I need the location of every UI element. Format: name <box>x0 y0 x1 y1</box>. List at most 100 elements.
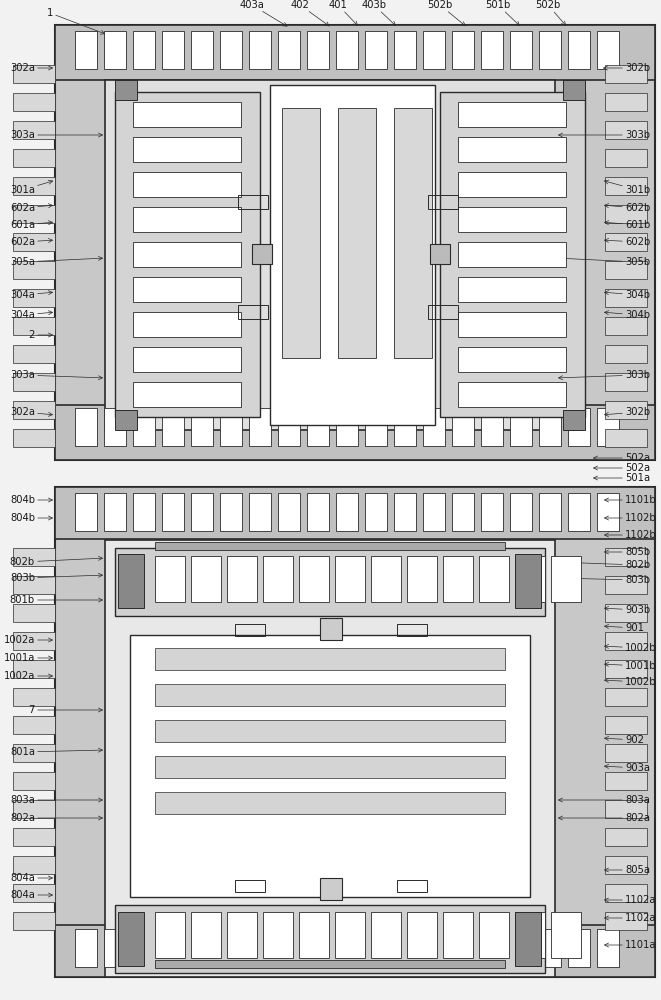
Bar <box>249 31 271 69</box>
Bar <box>320 618 342 640</box>
Bar <box>605 576 647 594</box>
Text: 804b: 804b <box>10 513 52 523</box>
Bar <box>133 137 241 162</box>
Text: 304b: 304b <box>605 310 650 320</box>
Text: 304b: 304b <box>605 290 650 300</box>
Bar <box>220 31 242 69</box>
Bar <box>133 242 241 267</box>
Bar <box>238 195 268 209</box>
Bar <box>605 660 647 678</box>
Bar <box>115 410 137 430</box>
Text: 303a: 303a <box>10 370 102 380</box>
Bar <box>133 347 241 372</box>
Text: 304a: 304a <box>10 310 52 320</box>
Bar <box>278 493 300 531</box>
Bar <box>105 80 555 430</box>
Bar <box>115 80 137 100</box>
Bar <box>336 493 358 531</box>
Bar <box>307 408 329 446</box>
Bar <box>515 554 541 608</box>
Bar <box>104 408 126 446</box>
Bar <box>452 929 474 967</box>
Text: 903b: 903b <box>605 605 650 615</box>
Text: 502a: 502a <box>594 463 650 473</box>
Bar <box>155 756 505 778</box>
Bar <box>307 31 329 69</box>
Text: 301a: 301a <box>10 180 53 195</box>
Text: 305b: 305b <box>559 256 650 267</box>
Bar <box>458 207 566 232</box>
Bar <box>397 624 427 636</box>
Text: 502b: 502b <box>535 0 566 25</box>
Bar <box>336 31 358 69</box>
Text: 302a: 302a <box>10 407 52 417</box>
Bar <box>510 493 532 531</box>
Text: 805a: 805a <box>605 865 650 875</box>
Bar <box>371 912 401 958</box>
Bar <box>13 828 55 846</box>
Bar <box>13 345 55 363</box>
Bar <box>13 317 55 335</box>
Bar <box>282 108 320 358</box>
Text: 802b: 802b <box>559 560 650 570</box>
Bar <box>75 31 97 69</box>
Text: 304a: 304a <box>10 290 52 300</box>
Bar <box>75 408 97 446</box>
Text: 1102a: 1102a <box>605 913 656 923</box>
Bar <box>220 929 242 967</box>
Text: 903a: 903a <box>605 763 650 773</box>
Bar <box>605 800 647 818</box>
Bar <box>155 720 505 742</box>
Bar <box>227 912 257 958</box>
Bar <box>510 31 532 69</box>
Bar <box>481 31 503 69</box>
Bar <box>155 912 185 958</box>
Bar <box>338 108 376 358</box>
Bar <box>278 408 300 446</box>
Bar <box>371 556 401 602</box>
Bar <box>428 305 458 319</box>
Bar <box>13 93 55 111</box>
Text: 804b: 804b <box>10 495 52 505</box>
Bar <box>365 408 387 446</box>
Bar <box>13 205 55 223</box>
Bar <box>394 929 416 967</box>
Bar <box>238 305 268 319</box>
Text: 601a: 601a <box>10 220 52 230</box>
Bar <box>104 493 126 531</box>
Bar <box>394 408 416 446</box>
Bar <box>263 912 293 958</box>
Bar <box>515 912 541 966</box>
Bar <box>162 493 184 531</box>
Text: 305a: 305a <box>10 256 102 267</box>
Bar <box>605 884 647 902</box>
Text: 1101b: 1101b <box>605 495 656 505</box>
Bar <box>452 31 474 69</box>
Bar <box>597 31 619 69</box>
Bar <box>191 556 221 602</box>
Bar <box>428 195 458 209</box>
Bar <box>605 317 647 335</box>
Bar <box>13 744 55 762</box>
Bar <box>104 31 126 69</box>
Bar <box>162 408 184 446</box>
Bar <box>458 137 566 162</box>
Bar <box>539 408 561 446</box>
Text: 401: 401 <box>329 0 358 25</box>
Bar <box>13 800 55 818</box>
Text: 1002a: 1002a <box>3 635 52 645</box>
Bar <box>13 121 55 139</box>
Text: 303b: 303b <box>559 130 650 140</box>
Bar <box>452 493 474 531</box>
Bar <box>133 312 241 337</box>
Bar <box>13 289 55 307</box>
Bar <box>55 925 655 977</box>
Bar <box>133 382 241 407</box>
Text: 804a: 804a <box>10 890 52 900</box>
Bar <box>155 542 505 550</box>
Text: 403b: 403b <box>362 0 395 26</box>
Bar <box>510 408 532 446</box>
Text: 901: 901 <box>605 623 644 633</box>
Bar <box>423 408 445 446</box>
Bar <box>252 244 272 264</box>
